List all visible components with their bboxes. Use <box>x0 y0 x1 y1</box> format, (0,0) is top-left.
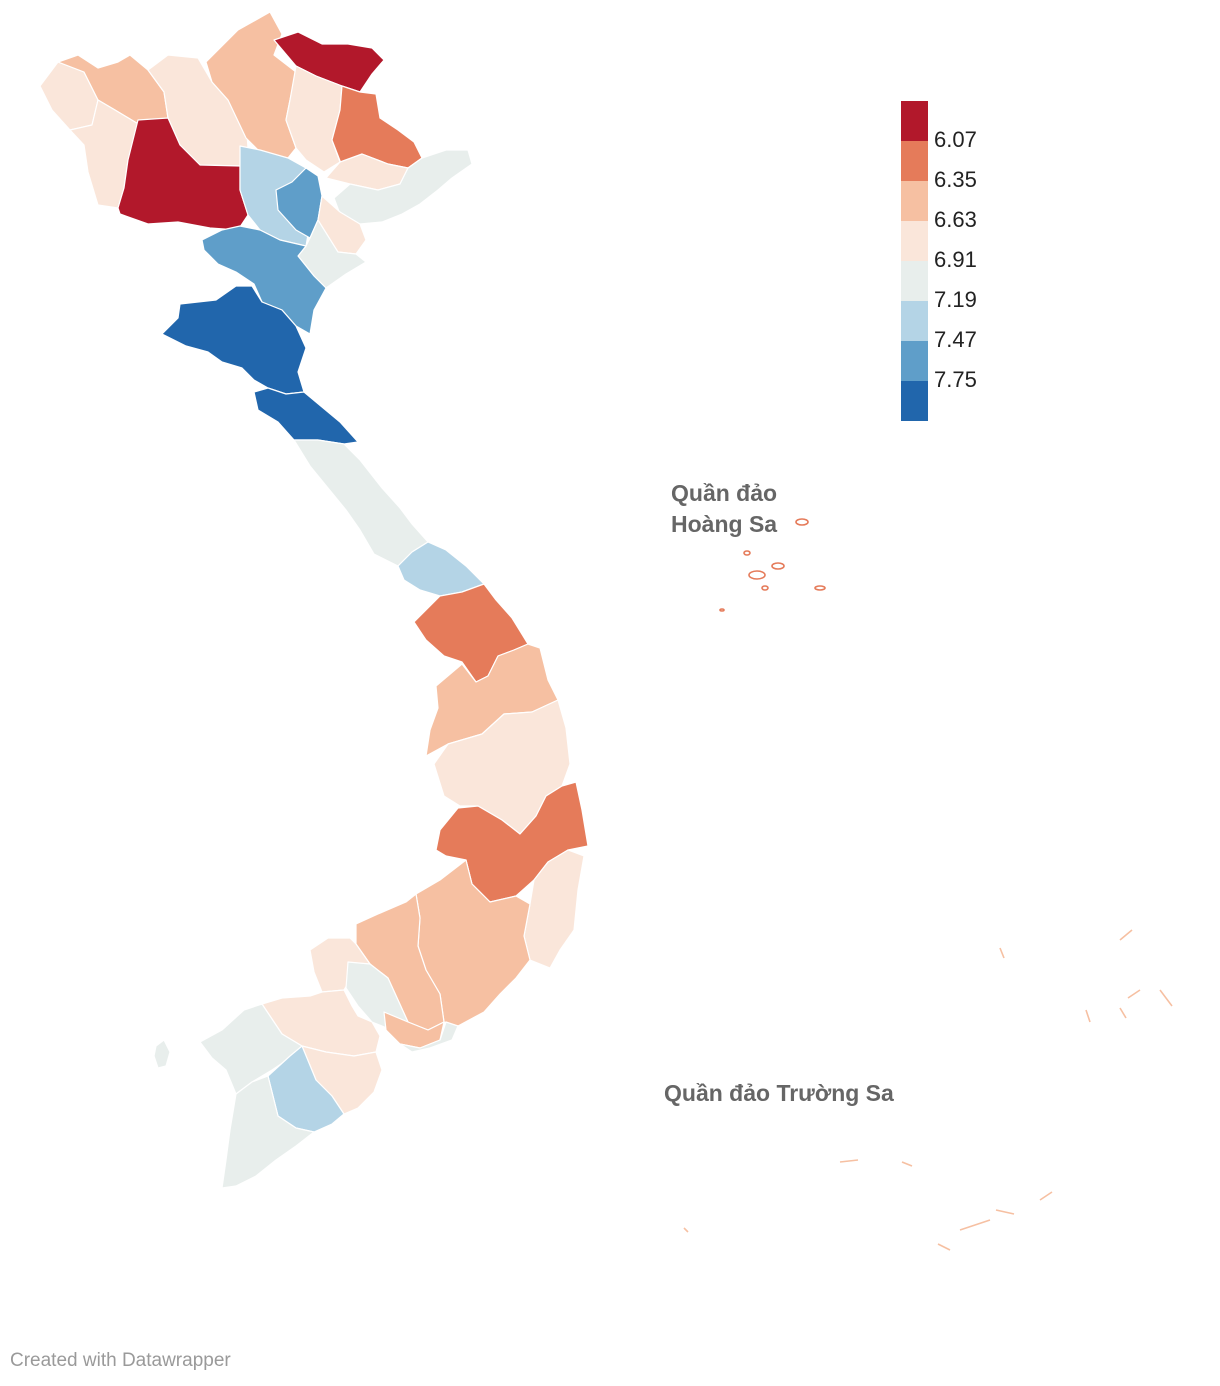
hoang-sa-island <box>743 550 751 556</box>
truong-sa-island <box>1119 929 1133 941</box>
truong-sa-island <box>1127 989 1141 999</box>
truong-sa-label: Quần đảo Trường Sa <box>664 1080 894 1106</box>
province-lang-son[interactable] <box>331 85 423 169</box>
legend-label: 6.91 <box>934 247 977 272</box>
truong-sa-island <box>937 1243 951 1251</box>
hoang-sa-island <box>719 608 725 612</box>
province-north-central-coast[interactable] <box>293 439 429 567</box>
truong-sa-islands <box>683 929 1173 1251</box>
legend-label: 7.19 <box>934 287 977 312</box>
province-ca-mau-region[interactable] <box>221 1075 315 1189</box>
hoang-sa-island <box>795 518 809 526</box>
truong-sa-island <box>1119 1007 1127 1019</box>
province-ba-ria[interactable] <box>399 1021 459 1053</box>
province-thanh-hoa-region[interactable] <box>201 225 327 335</box>
truong-sa-island <box>839 1159 859 1163</box>
legend-label: 6.35 <box>934 167 977 192</box>
legend-swatch <box>901 301 928 341</box>
legend-label: 7.47 <box>934 327 977 352</box>
legend-label: 6.63 <box>934 207 977 232</box>
province-quang-ninh[interactable] <box>333 149 473 225</box>
legend-label: 6.07 <box>934 127 977 152</box>
legend-label: 7.75 <box>934 367 977 392</box>
hoang-sa-island <box>761 585 769 591</box>
legend-swatch <box>901 101 928 141</box>
truong-sa-island <box>959 1219 991 1231</box>
province-nghe-an[interactable] <box>161 285 307 395</box>
hoang-sa-label-line2: Hoàng Sa <box>671 511 778 537</box>
legend-swatch <box>901 141 928 181</box>
legend-swatch <box>901 341 928 381</box>
province-thai-nguyen-region[interactable] <box>275 167 323 239</box>
legend-swatch <box>901 381 928 421</box>
legend-swatch <box>901 261 928 301</box>
truong-sa-island <box>1039 1191 1053 1201</box>
hoang-sa-island <box>814 585 826 591</box>
island-phu-quoc[interactable] <box>153 1039 171 1069</box>
legend-swatch <box>901 181 928 221</box>
hoang-sa-island <box>771 562 785 570</box>
legend-swatch <box>901 221 928 261</box>
hoang-sa-islands <box>719 518 826 612</box>
truong-sa-island <box>901 1161 913 1167</box>
hoang-sa-island <box>748 570 766 580</box>
truong-sa-island <box>1085 1009 1091 1023</box>
truong-sa-island <box>1159 989 1173 1007</box>
province-ha-tinh[interactable] <box>253 387 359 445</box>
truong-sa-island <box>683 1227 689 1233</box>
truong-sa-island <box>999 947 1005 959</box>
hoang-sa-label: Quần đảo Hoàng Sa <box>671 478 777 540</box>
province-kon-tum-quang-ngai[interactable] <box>425 643 559 757</box>
hoang-sa-label-line1: Quần đảo <box>671 480 778 506</box>
truong-sa-island <box>995 1209 1015 1215</box>
province-north-2[interactable] <box>285 65 343 173</box>
datawrapper-credit: Created with Datawrapper <box>10 1350 231 1371</box>
